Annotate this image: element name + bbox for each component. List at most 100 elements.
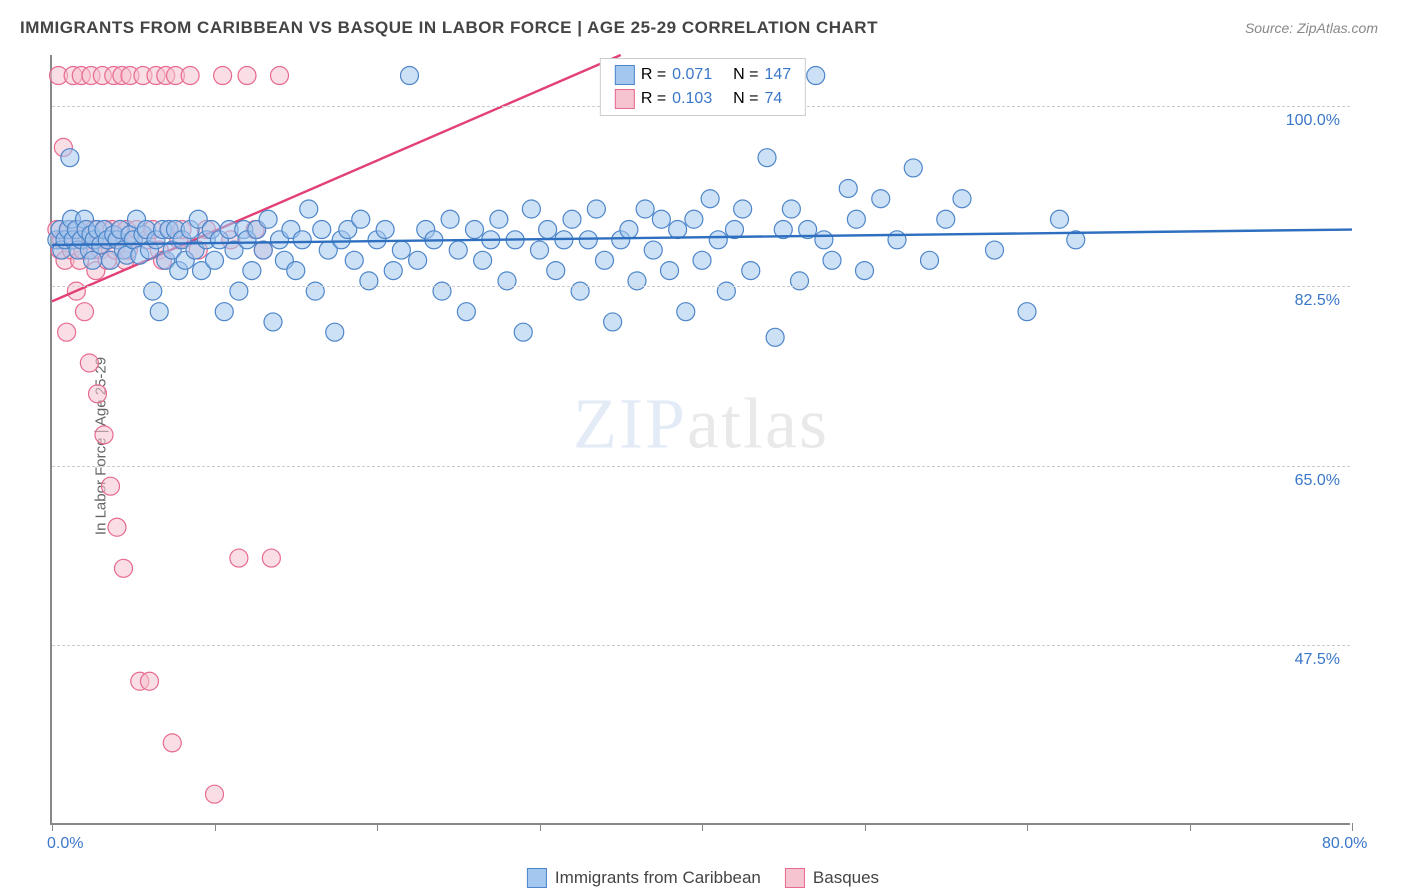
data-point	[604, 313, 622, 331]
data-point	[717, 282, 735, 300]
stats-row-caribbean: R = 0.071 N = 147	[601, 63, 805, 87]
r-label: R =	[641, 90, 666, 108]
y-tick-label: 100.0%	[1286, 112, 1340, 130]
data-point	[76, 303, 94, 321]
data-point	[628, 272, 646, 290]
data-point	[376, 221, 394, 239]
data-point	[652, 210, 670, 228]
data-point	[262, 549, 280, 567]
data-point	[466, 221, 484, 239]
x-tick-label: 80.0%	[1322, 835, 1367, 853]
data-point	[238, 67, 256, 85]
data-point	[89, 385, 107, 403]
data-point	[1051, 210, 1069, 228]
data-point	[587, 200, 605, 218]
data-point	[742, 262, 760, 280]
data-point	[61, 149, 79, 167]
data-point	[571, 282, 589, 300]
data-point	[287, 262, 305, 280]
n-value-basques: 74	[764, 90, 782, 108]
data-point	[293, 231, 311, 249]
data-point	[206, 785, 224, 803]
data-point	[181, 67, 199, 85]
data-point	[839, 179, 857, 197]
data-point	[58, 323, 76, 341]
source-attribution: Source: ZipAtlas.com	[1245, 20, 1378, 36]
x-tick	[1027, 823, 1028, 831]
data-point	[847, 210, 865, 228]
data-point	[815, 231, 833, 249]
data-point	[734, 200, 752, 218]
data-point	[636, 200, 654, 218]
series-legend: Immigrants from Caribbean Basques	[527, 868, 879, 888]
data-point	[401, 67, 419, 85]
data-point	[352, 210, 370, 228]
data-point	[856, 262, 874, 280]
scatter-svg	[52, 55, 1350, 823]
legend-item-basques: Basques	[785, 868, 879, 888]
legend-label-caribbean: Immigrants from Caribbean	[555, 868, 761, 888]
data-point	[457, 303, 475, 321]
x-tick	[540, 823, 541, 831]
data-point	[433, 282, 451, 300]
x-tick	[865, 823, 866, 831]
data-point	[108, 518, 126, 536]
data-point	[326, 323, 344, 341]
data-point	[921, 251, 939, 269]
data-point	[701, 190, 719, 208]
legend-swatch-basques	[785, 868, 805, 888]
data-point	[522, 200, 540, 218]
data-point	[163, 734, 181, 752]
n-value-caribbean: 147	[764, 66, 791, 84]
stats-legend: R = 0.071 N = 147 R = 0.103 N = 74	[600, 58, 806, 116]
data-point	[596, 251, 614, 269]
y-tick-label: 65.0%	[1295, 472, 1340, 490]
data-point	[392, 241, 410, 259]
data-point	[384, 262, 402, 280]
x-tick	[702, 823, 703, 831]
data-point	[474, 251, 492, 269]
r-value-caribbean: 0.071	[672, 66, 712, 84]
data-point	[141, 672, 159, 690]
data-point	[144, 282, 162, 300]
data-point	[254, 241, 272, 259]
data-point	[514, 323, 532, 341]
data-point	[360, 272, 378, 290]
data-point	[498, 272, 516, 290]
data-point	[539, 221, 557, 239]
gridline	[52, 466, 1350, 467]
data-point	[449, 241, 467, 259]
gridline	[52, 286, 1350, 287]
data-point	[953, 190, 971, 208]
data-point	[677, 303, 695, 321]
data-point	[823, 251, 841, 269]
data-point	[150, 303, 168, 321]
data-point	[782, 200, 800, 218]
data-point	[904, 159, 922, 177]
data-point	[409, 251, 427, 269]
r-label: R =	[641, 66, 666, 84]
data-point	[661, 262, 679, 280]
data-point	[888, 231, 906, 249]
x-tick	[215, 823, 216, 831]
n-label: N =	[733, 66, 758, 84]
data-point	[1018, 303, 1036, 321]
x-tick	[52, 823, 53, 831]
data-point	[441, 210, 459, 228]
data-point	[306, 282, 324, 300]
x-tick	[1190, 823, 1191, 831]
data-point	[547, 262, 565, 280]
data-point	[300, 200, 318, 218]
data-point	[243, 262, 261, 280]
stats-row-basques: R = 0.103 N = 74	[601, 87, 805, 111]
plot-area: ZIPatlas 47.5%65.0%82.5%100.0%0.0%80.0%	[50, 55, 1350, 825]
swatch-basques	[615, 89, 635, 109]
data-point	[80, 354, 98, 372]
data-point	[259, 210, 277, 228]
data-point	[102, 477, 120, 495]
data-point	[693, 251, 711, 269]
gridline	[52, 645, 1350, 646]
x-tick	[1352, 823, 1353, 831]
data-point	[685, 210, 703, 228]
data-point	[758, 149, 776, 167]
